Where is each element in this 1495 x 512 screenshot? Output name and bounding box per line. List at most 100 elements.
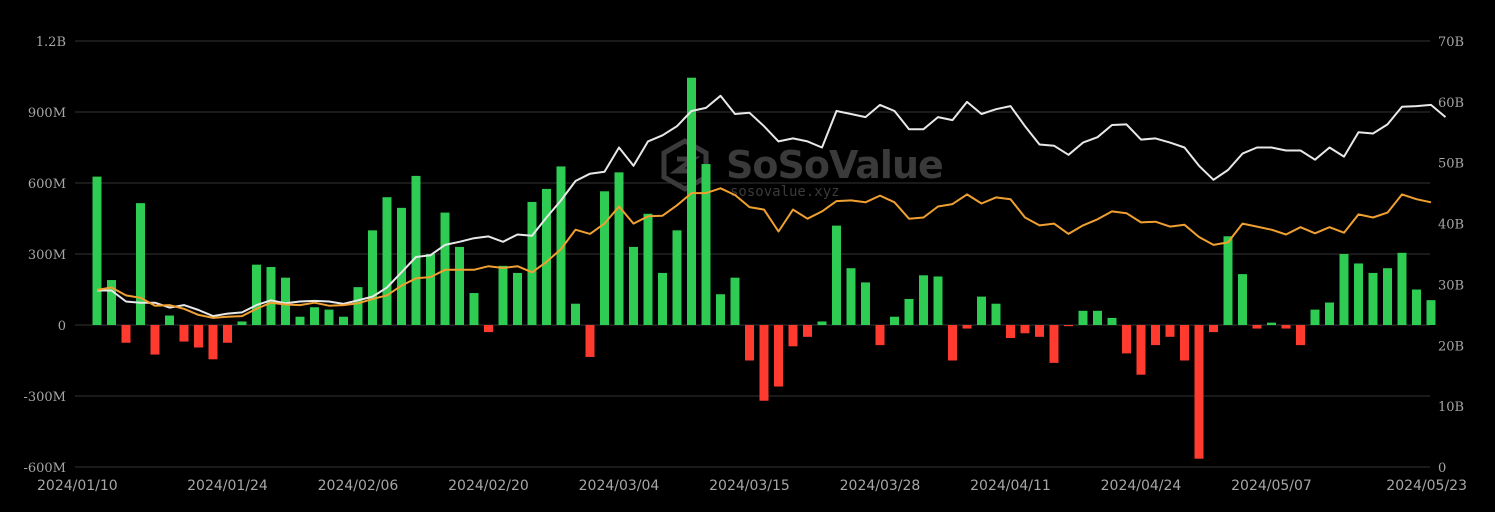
flow-bar (1339, 254, 1349, 325)
right-tick-label: 60B (1438, 96, 1464, 111)
flow-bar (1310, 309, 1320, 325)
x-tick-label: 2024/04/24 (1101, 478, 1182, 494)
watermark: SoSoValue sosovalue.xyz (661, 138, 944, 200)
flow-bar (252, 264, 261, 325)
flow-bar (1180, 325, 1189, 361)
flow-bar (1165, 325, 1175, 337)
flow-bar (1020, 325, 1030, 334)
net-inflow-bars (92, 77, 1436, 459)
left-tick-label: 300M (28, 248, 66, 263)
flow-bar (527, 201, 537, 325)
flow-bar (1035, 325, 1044, 337)
flow-bar (1064, 325, 1073, 327)
left-tick-label: -600M (23, 461, 66, 476)
flow-bar (803, 325, 812, 337)
x-tick-label: 2024/05/23 (1386, 478, 1467, 494)
flow-bar (890, 316, 899, 325)
flow-bar (571, 303, 580, 325)
left-tick-label: -300M (23, 390, 66, 405)
flow-bar (1368, 272, 1378, 325)
flow-bar (542, 188, 551, 325)
watermark-brand: SoSoValue (726, 143, 943, 187)
flow-bar (1107, 317, 1117, 325)
left-tick-label: 900M (28, 106, 66, 121)
flow-bar (440, 212, 450, 325)
right-tick-label: 50B (1438, 157, 1464, 172)
flow-bar (948, 325, 957, 361)
flow-bar (92, 176, 102, 325)
x-tick-label: 2024/02/06 (318, 478, 399, 494)
flow-bar (498, 265, 508, 325)
flow-bar (730, 277, 740, 325)
right-tick-label: 20B (1438, 339, 1464, 354)
flow-bar (774, 325, 783, 387)
left-tick-label: 1.2B (36, 35, 66, 50)
flow-bar (339, 316, 348, 325)
flow-bar (716, 294, 725, 325)
flow-bar (875, 325, 885, 346)
net-assets-line (97, 94, 1447, 318)
flow-bar (281, 277, 290, 325)
flow-bar (600, 191, 609, 325)
flow-bar (1296, 325, 1305, 346)
flow-bar (1151, 325, 1160, 346)
flow-bar (1238, 274, 1247, 325)
x-tick-label: 2024/03/15 (709, 478, 790, 494)
right-tick-label: 0 (1438, 461, 1446, 476)
flow-bar (861, 282, 870, 325)
flow-bar (687, 77, 696, 325)
flow-bar (759, 325, 769, 401)
x-tick-label: 2024/01/10 (37, 478, 118, 494)
flow-bar (223, 325, 232, 343)
flow-bar (165, 315, 174, 325)
flow-bar (1194, 325, 1204, 459)
left-tick-label: 600M (28, 177, 66, 192)
flow-bar (1006, 325, 1015, 339)
flow-bar (585, 325, 595, 357)
left-axis: 1.2B 900M 600M 300M 0 -300M -600M (23, 35, 66, 476)
flow-bar (513, 272, 522, 325)
sosovalue-logo-icon (661, 138, 709, 192)
flow-bar (701, 164, 711, 325)
flow-bar (179, 325, 189, 342)
flow-bar (455, 246, 464, 325)
flow-bar (382, 197, 392, 325)
series-lines (96, 94, 1447, 319)
flow-bar (1397, 252, 1407, 325)
flow-bar (150, 325, 160, 355)
flow-bar (310, 307, 319, 325)
flow-bar (1209, 325, 1218, 333)
flow-bar (1281, 325, 1291, 329)
flow-bar (919, 275, 928, 325)
cumulative-inflow-line (96, 187, 1432, 319)
x-tick-label: 2024/05/07 (1231, 478, 1312, 494)
flow-bar (991, 303, 1001, 325)
flow-bar (904, 298, 914, 325)
right-tick-label: 40B (1438, 218, 1464, 233)
x-axis: 2024/01/10 2024/01/24 2024/02/06 2024/02/20… (37, 478, 1467, 494)
flow-bar (1412, 289, 1421, 325)
x-tick-label: 2024/03/04 (579, 478, 660, 494)
flow-bar (1325, 302, 1334, 325)
flow-bar (745, 325, 754, 361)
flow-bar (426, 254, 435, 325)
flow-bar (832, 225, 841, 325)
flow-bar (556, 166, 566, 325)
flow-bar (1122, 325, 1131, 354)
flow-bar (1049, 325, 1059, 363)
flow-bar (484, 325, 493, 333)
flow-bar (1223, 236, 1233, 325)
flow-bar (1383, 268, 1392, 325)
flow-bar (672, 230, 682, 325)
right-tick-label: 70B (1438, 35, 1464, 50)
flow-bar (1078, 310, 1088, 325)
flow-bar (121, 325, 131, 343)
x-tick-label: 2024/01/24 (187, 478, 268, 494)
flow-bar (1136, 325, 1146, 375)
left-tick-label: 0 (58, 319, 66, 334)
flow-bar (107, 280, 116, 325)
flow-bar (324, 309, 334, 325)
watermark-url: sosovalue.xyz (730, 184, 840, 200)
